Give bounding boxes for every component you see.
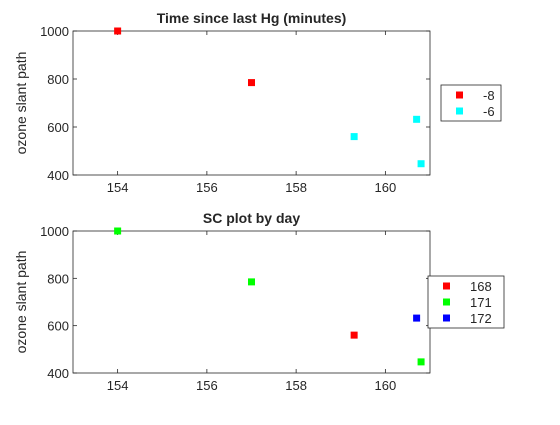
- x-tick-label: 158: [285, 378, 307, 393]
- legend-label: 171: [470, 295, 492, 310]
- legend-label: 168: [470, 279, 492, 294]
- data-point-172: [413, 314, 421, 322]
- y-tick-label: 600: [47, 319, 69, 334]
- chart-title: SC plot by day: [203, 210, 300, 226]
- y-axis-label: ozone slant path: [13, 251, 29, 354]
- data-point-171: [417, 358, 425, 366]
- y-tick-label: 800: [47, 271, 69, 286]
- data-point--6: [417, 160, 425, 168]
- x-tick-label: 154: [107, 180, 129, 195]
- legend-marker--6: [456, 107, 463, 115]
- x-tick-label: 160: [375, 378, 397, 393]
- x-tick-label: 154: [107, 378, 129, 393]
- data-point-168: [350, 331, 358, 339]
- chart-title: Time since last Hg (minutes): [157, 10, 347, 26]
- legend-marker-172: [443, 314, 450, 322]
- legend-box: [427, 275, 505, 329]
- legend-label: -6: [483, 104, 495, 119]
- data-point-171: [248, 278, 255, 286]
- x-tick-label: 160: [375, 180, 397, 195]
- y-tick-label: 1000: [40, 24, 69, 39]
- y-tick-label: 1000: [40, 224, 69, 239]
- subplot-lower: SC plot by day ozone slant path 154 156 158 1…: [13, 210, 505, 393]
- y-axis-label: ozone slant path: [13, 52, 29, 155]
- axes-box: [72, 30, 431, 176]
- data-point-171: [114, 227, 122, 235]
- data-point--8: [114, 27, 122, 35]
- legend-marker--8: [456, 91, 463, 99]
- x-tick-label: 156: [196, 378, 218, 393]
- legend-label: 172: [470, 311, 492, 326]
- legend-marker-171: [443, 298, 450, 306]
- legend-marker-168: [443, 282, 450, 290]
- data-point--8: [248, 79, 255, 87]
- y-tick-label: 400: [47, 366, 69, 381]
- y-tick-label: 800: [47, 72, 69, 87]
- legend: -8-6: [440, 84, 502, 122]
- x-tick-label: 156: [196, 180, 218, 195]
- legend-label: -8: [483, 88, 495, 103]
- data-point--6: [350, 133, 358, 141]
- axes-box: [72, 230, 431, 374]
- subplot-upper: Time since last Hg (minutes) ozone slant …: [13, 10, 502, 195]
- x-tick-label: 158: [285, 180, 307, 195]
- legend-box: [440, 84, 502, 122]
- y-tick-label: 400: [47, 168, 69, 183]
- data-point--6: [413, 115, 421, 123]
- y-tick-label: 600: [47, 120, 69, 135]
